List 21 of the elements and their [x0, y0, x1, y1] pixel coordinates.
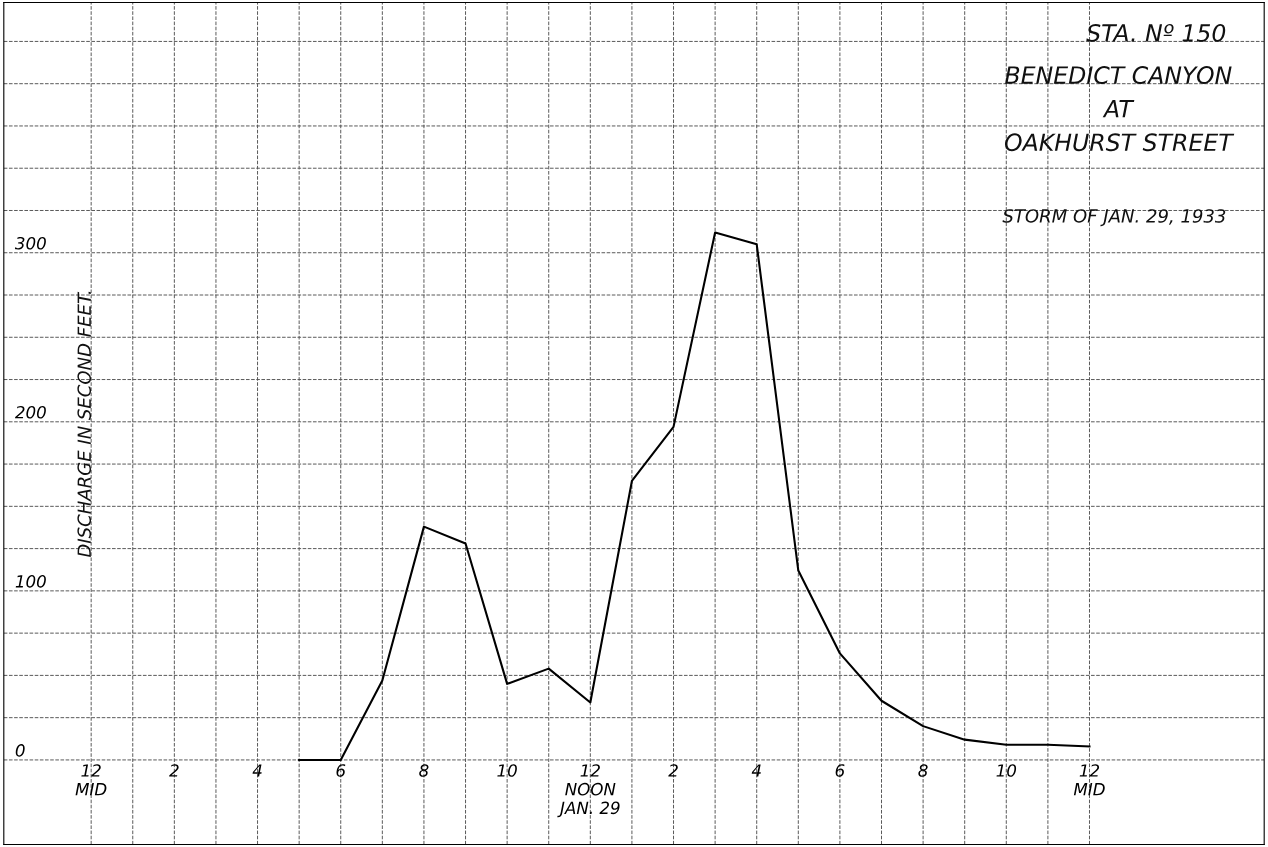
annotation: STORM OF JAN. 29, 1933	[1002, 209, 1226, 227]
x-tick-label: 12 NOON JAN. 29	[557, 764, 620, 818]
x-tick-label: 12 MID	[75, 764, 107, 796]
x-tick-label: 8	[419, 764, 429, 777]
x-tick-label: 8	[918, 764, 928, 777]
text: BENEDICT CANYON AT OAKHURST STREET	[1004, 66, 1235, 152]
x-tick-label: 10	[497, 764, 517, 777]
x-tick-label: 4	[252, 764, 262, 777]
y-axis-title: DISCHARGE IN SECOND FEET.	[77, 291, 92, 558]
x-tick-label: 4	[751, 764, 761, 777]
x-tick-label: 6	[835, 764, 845, 777]
x-tick-label: 12 MID	[1073, 764, 1105, 796]
x-tick-label: 6	[336, 764, 346, 777]
y-tick-label: 200	[14, 405, 46, 419]
x-tick-label: 2	[169, 764, 179, 777]
y-tick-label: 100	[15, 575, 46, 588]
x-tick-label: 10	[996, 764, 1017, 777]
text: STA. Nº 150	[1086, 24, 1226, 42]
x-tick-label: 2	[668, 764, 678, 777]
y-tick-label: 0	[15, 744, 25, 757]
y-tick-label: 300	[14, 236, 46, 250]
